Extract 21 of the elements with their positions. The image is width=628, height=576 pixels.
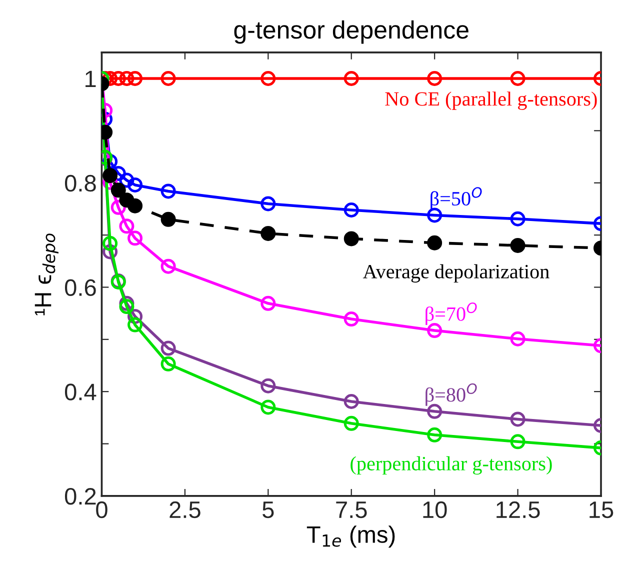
series-label: Average depolarization — [362, 264, 550, 283]
y-axis-title: ¹H ϵ$_{depo}$ — [34, 234, 58, 316]
x-tick-label: 7.5 — [336, 502, 367, 518]
y-tick-label: 0.4 — [64, 384, 96, 400]
chart-title: g-tensor dependence — [234, 20, 468, 44]
x-tick-label: 5 — [262, 502, 274, 518]
y-tick-label: 0.2 — [64, 488, 96, 505]
series-label: (perpendicular g-tensors) — [350, 456, 552, 475]
x-tick-label: 10 — [423, 501, 447, 518]
series-label: β=80$^{O}$ — [426, 383, 477, 406]
series-label: β=70$^{O}$ — [426, 302, 477, 325]
x-axis-title: T$_{1e}$ (ms) — [306, 526, 395, 548]
x-tick-label: 12.5 — [496, 501, 540, 518]
series-label: No CE (parallel g-tensors) — [385, 92, 597, 110]
y-tick-label: 0.6 — [64, 279, 96, 296]
y-tick-label: 1 — [86, 70, 96, 88]
x-tick-label: 0 — [96, 501, 108, 518]
y-tick-label: 0.8 — [64, 174, 96, 192]
series-label: β=50$^{O}$ — [430, 187, 482, 210]
x-tick-label: 15 — [590, 502, 614, 518]
x-tick-label: 2.5 — [170, 501, 200, 518]
